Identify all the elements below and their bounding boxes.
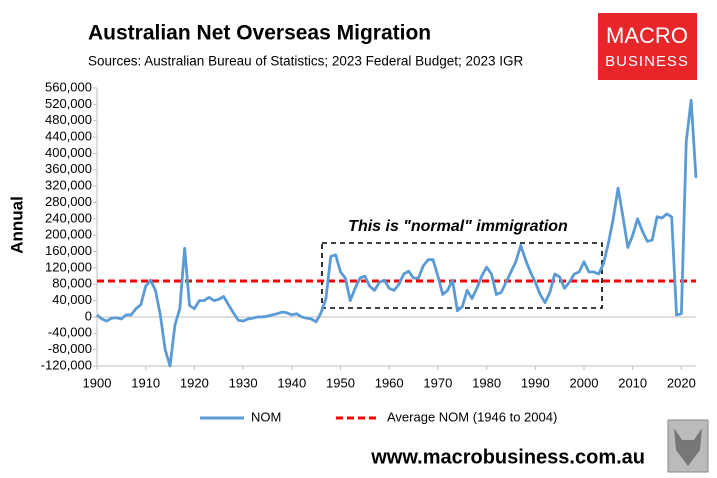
x-tick-label: 2010 — [618, 375, 647, 390]
logo-box — [598, 13, 697, 80]
y-tick-label: 240,000 — [45, 210, 92, 225]
y-tick-label: 520,000 — [45, 96, 92, 111]
x-tick-label: 1940 — [277, 375, 306, 390]
x-tick-label: 1980 — [472, 375, 501, 390]
y-tick-label: 400,000 — [45, 145, 92, 160]
logo-text: BUSINESS — [605, 53, 689, 70]
annotation-box — [321, 242, 603, 309]
data-line — [96, 98, 698, 368]
y-tick-label: 0 — [85, 308, 92, 323]
y-tick-label: 80,000 — [52, 276, 92, 291]
x-tick-label: 1910 — [131, 375, 160, 390]
x-tick-label: 1950 — [326, 375, 355, 390]
annotation: This is "normal" immigration — [348, 218, 568, 235]
y-tick-label: 320,000 — [45, 178, 92, 193]
y-tick-label: -40,000 — [48, 325, 92, 340]
y-tick-label: 40,000 — [52, 292, 92, 307]
chart-title: Australian Net Overseas Migration — [88, 22, 431, 45]
x-tick-label: 1930 — [229, 375, 258, 390]
wolf-logo — [674, 428, 702, 466]
y-tick-label: 160,000 — [45, 243, 92, 258]
y-tick-label: 280,000 — [45, 194, 92, 209]
logo-text: MACRO — [606, 23, 688, 48]
y-tick-label: 360,000 — [45, 161, 92, 176]
y-tick-label: -80,000 — [48, 341, 92, 356]
x-tick-label: 1990 — [521, 375, 550, 390]
y-tick-label: 200,000 — [45, 227, 92, 242]
x-tick-label: 1970 — [423, 375, 452, 390]
footer: www.macrobusiness.com.au — [370, 446, 645, 468]
y-tick-label: -120,000 — [41, 357, 92, 372]
legend-label: NOM — [251, 409, 281, 424]
x-tick-label: 2000 — [570, 375, 599, 390]
x-tick-label: 1920 — [180, 375, 209, 390]
x-tick-label: 1900 — [83, 375, 112, 390]
legend-label: Average NOM (1946 to 2004) — [387, 409, 557, 424]
x-tick-label: 1960 — [375, 375, 404, 390]
y-tick-label: 560,000 — [45, 79, 92, 94]
y-tick-label: 120,000 — [45, 259, 92, 274]
y-tick-label: 480,000 — [45, 112, 92, 127]
x-tick-label: 2020 — [667, 375, 696, 390]
y-axis-label: Annual — [7, 196, 26, 254]
chart-subtitle: Sources: Australian Bureau of Statistics… — [88, 54, 524, 69]
y-tick-label: 440,000 — [45, 128, 92, 143]
